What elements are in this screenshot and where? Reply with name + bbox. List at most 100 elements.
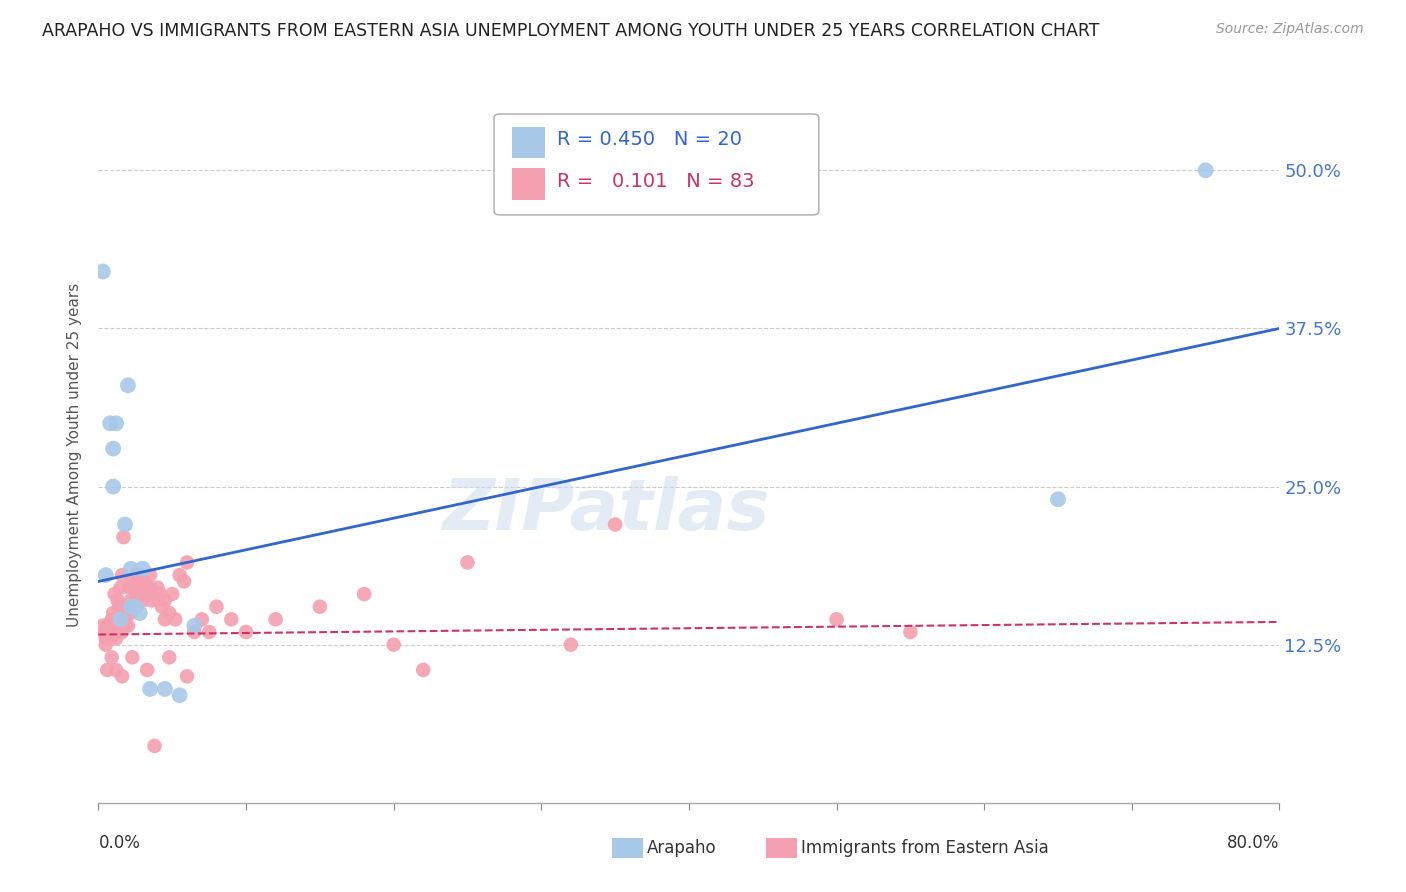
Point — [146, 581, 169, 595]
Bar — [512, 127, 546, 158]
Point — [112, 530, 135, 544]
Point — [94, 632, 117, 646]
Point — [125, 568, 148, 582]
Point — [205, 599, 228, 614]
FancyBboxPatch shape — [494, 114, 818, 215]
Point — [94, 638, 117, 652]
Point — [108, 599, 131, 614]
Point — [309, 599, 332, 614]
Point — [111, 625, 134, 640]
Text: R =   0.101   N = 83: R = 0.101 N = 83 — [557, 172, 754, 191]
Point — [98, 417, 121, 431]
Point — [219, 612, 242, 626]
Point — [120, 562, 142, 576]
Point — [91, 264, 114, 278]
Point — [382, 638, 405, 652]
Point — [153, 612, 176, 626]
Point — [94, 568, 117, 582]
Point — [146, 593, 169, 607]
Point — [107, 618, 129, 632]
Text: Immigrants from Eastern Asia: Immigrants from Eastern Asia — [801, 839, 1049, 857]
Point — [353, 587, 375, 601]
Point — [93, 625, 115, 640]
Point — [98, 618, 121, 632]
Point — [157, 650, 180, 665]
Point — [132, 593, 155, 607]
Point — [111, 669, 134, 683]
Point — [115, 606, 138, 620]
Point — [103, 606, 125, 620]
Point — [110, 581, 132, 595]
Point — [124, 581, 146, 595]
Point — [120, 599, 142, 614]
Point — [183, 625, 205, 640]
Text: 0.0%: 0.0% — [98, 834, 141, 852]
Point — [139, 681, 162, 696]
Point — [91, 618, 114, 632]
Point — [96, 618, 118, 632]
Point — [560, 638, 582, 652]
Point — [139, 581, 162, 595]
Point — [136, 663, 159, 677]
Point — [114, 517, 136, 532]
Point — [183, 618, 205, 632]
Point — [127, 581, 149, 595]
Text: ZIPatlas: ZIPatlas — [443, 476, 770, 545]
Point — [169, 688, 191, 702]
Point — [825, 612, 848, 626]
Point — [165, 612, 187, 626]
Point — [198, 625, 221, 640]
Point — [103, 442, 125, 456]
Point — [121, 574, 143, 589]
Point — [122, 581, 145, 595]
Bar — [512, 169, 546, 200]
Point — [118, 581, 141, 595]
Point — [141, 593, 163, 607]
Point — [900, 625, 922, 640]
Point — [143, 587, 166, 601]
Point — [105, 663, 128, 677]
Point — [176, 669, 198, 683]
Point — [100, 650, 122, 665]
Point — [114, 599, 136, 614]
Point — [456, 556, 478, 570]
Point — [132, 562, 155, 576]
Point — [120, 593, 142, 607]
Text: Arapaho: Arapaho — [647, 839, 717, 857]
Point — [124, 593, 146, 607]
Point — [1195, 163, 1218, 178]
Point — [135, 581, 157, 595]
Point — [120, 606, 142, 620]
Point — [110, 606, 132, 620]
Point — [264, 612, 287, 626]
Point — [176, 556, 198, 570]
Point — [114, 618, 136, 632]
Point — [143, 739, 166, 753]
Point — [110, 612, 132, 626]
Point — [139, 568, 162, 582]
Point — [157, 606, 180, 620]
Point — [117, 606, 139, 620]
Point — [98, 632, 121, 646]
Point — [105, 632, 128, 646]
Point — [132, 587, 155, 601]
Point — [134, 574, 156, 589]
Y-axis label: Unemployment Among Youth under 25 years: Unemployment Among Youth under 25 years — [67, 283, 83, 627]
Point — [173, 574, 195, 589]
Point — [191, 612, 214, 626]
Point — [103, 618, 125, 632]
Point — [100, 612, 122, 626]
Point — [150, 599, 173, 614]
Point — [128, 568, 150, 582]
Text: R = 0.450   N = 20: R = 0.450 N = 20 — [557, 130, 741, 149]
Point — [117, 618, 139, 632]
Point — [128, 606, 150, 620]
Point — [111, 568, 134, 582]
Point — [117, 378, 139, 392]
Point — [107, 593, 129, 607]
Point — [136, 587, 159, 601]
Point — [153, 681, 176, 696]
Point — [235, 625, 257, 640]
Point — [124, 599, 146, 614]
Text: 80.0%: 80.0% — [1227, 834, 1279, 852]
